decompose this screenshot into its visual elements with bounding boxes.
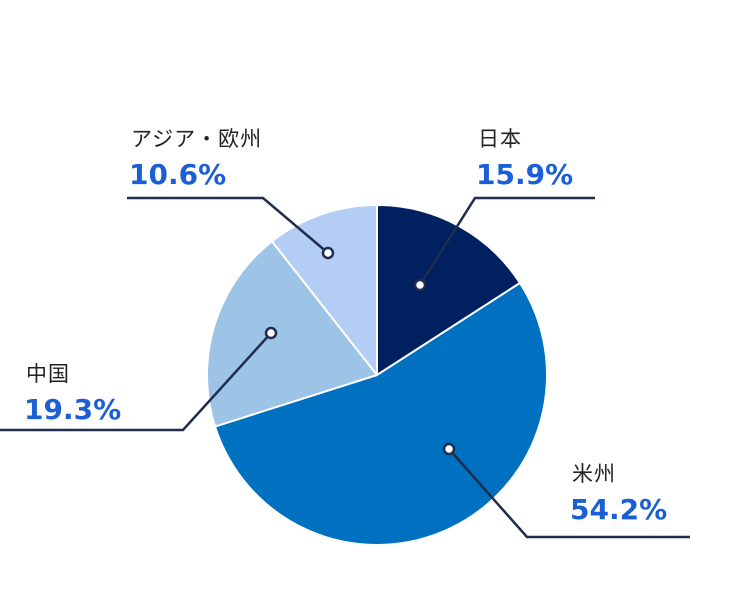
leader-dot-slice-asia-europe [321, 246, 335, 260]
slice-americas [213, 282, 548, 546]
slice-value-americas: 54.2% [570, 493, 668, 526]
pie-slices [206, 204, 548, 546]
leader-dot-slice-americas [442, 442, 456, 456]
leader-lines [0, 196, 690, 539]
slice-china [206, 240, 378, 428]
leader-dot-slice-japan [413, 278, 427, 292]
slice-label-americas: 米州 [572, 462, 616, 486]
slice-label-asia-europe: アジア・欧州 [131, 127, 263, 151]
slice-value-china: 19.3% [24, 393, 122, 426]
leader-line-slice-americas [448, 448, 690, 539]
slice-label-china: 中国 [26, 362, 70, 386]
leader-line-slice-asia-europe [127, 196, 329, 254]
slice-label-japan: 日本 [478, 127, 522, 151]
slice-value-japan: 15.9% [476, 158, 574, 191]
leader-line-slice-china [0, 332, 272, 432]
leader-dot-slice-china [264, 326, 278, 340]
slice-value-asia-europe: 10.6% [129, 158, 227, 191]
slice-asia-europe [270, 204, 378, 376]
leader-line-slice-japan [418, 196, 595, 286]
